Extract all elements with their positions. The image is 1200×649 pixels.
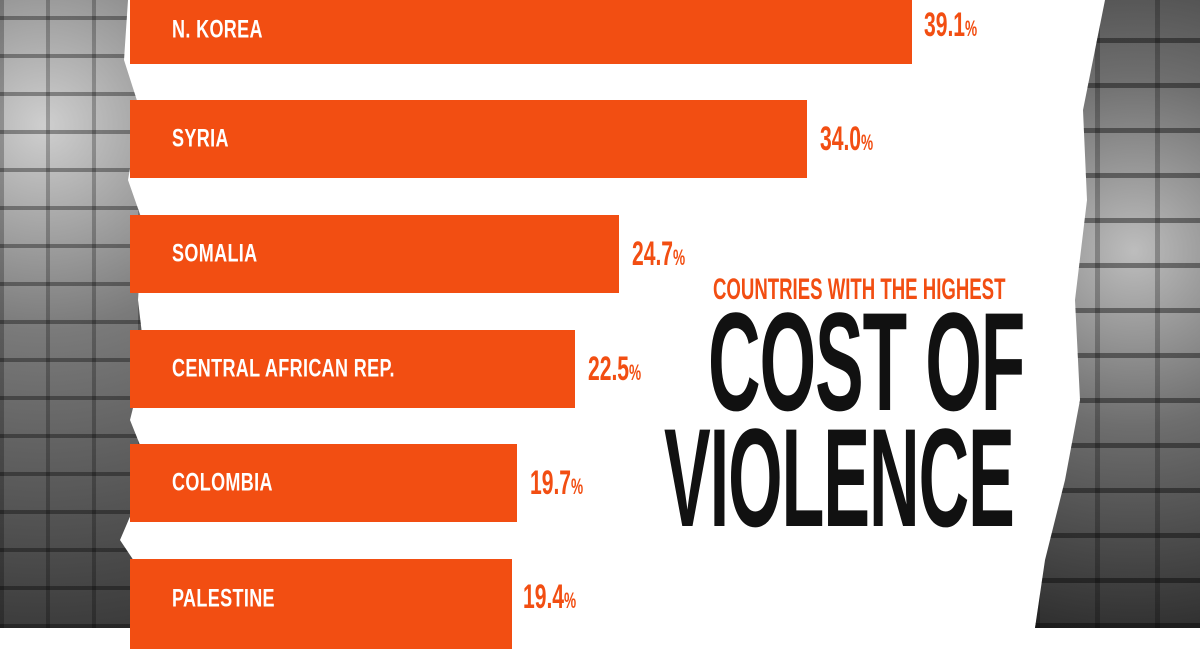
bar-value: 22.5% [588, 350, 642, 388]
bar-colombia: COLOMBIA [130, 444, 517, 522]
bar-value: 34.0% [820, 120, 874, 158]
bar-label: N. KOREA [172, 15, 263, 44]
bar-value: 19.7% [530, 464, 584, 502]
bar-label: COLOMBIA [172, 468, 273, 497]
bar-syria: SYRIA [130, 100, 807, 178]
bar-value: 24.7% [632, 235, 686, 273]
bar-value: 19.4% [523, 578, 577, 616]
bar-somalia: SOMALIA [130, 215, 619, 293]
bar-label: PALESTINE [172, 584, 275, 613]
bar-label: SOMALIA [172, 239, 258, 268]
chart-title-line1: COST OF [708, 283, 1025, 440]
chart-subtitle: COUNTRIES WITH THE HIGHEST [713, 273, 1006, 306]
brick-wall-left-decoration [0, 0, 150, 628]
bar-label: SYRIA [172, 124, 229, 153]
chart-title-line2: VIOLENCE [664, 399, 1015, 556]
bar-central-african-rep: CENTRAL AFRICAN REP. [130, 330, 575, 408]
bar-label: CENTRAL AFRICAN REP. [172, 354, 395, 383]
bar-value: 39.1% [924, 6, 978, 44]
brick-wall-right-decoration [1035, 0, 1200, 628]
bar-palestine: PALESTINE [130, 559, 512, 649]
bar-n-korea: N. KOREA [130, 0, 912, 64]
